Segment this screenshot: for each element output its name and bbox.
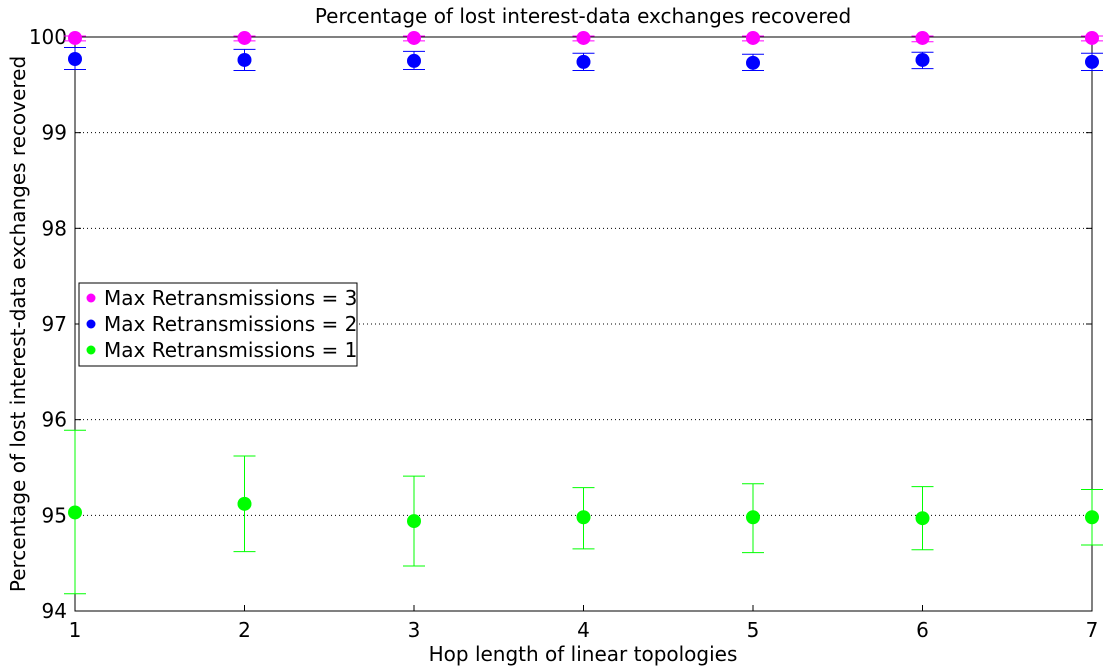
- y-tick-label-97: 97: [42, 312, 67, 336]
- data-point: [915, 52, 930, 67]
- legend-box: [78, 282, 358, 367]
- data-point: [915, 511, 930, 526]
- data-point: [407, 53, 421, 68]
- legend-marker-3: [86, 345, 96, 355]
- x-tick-label-5: 5: [747, 618, 760, 642]
- data-point: [407, 30, 421, 45]
- data-point: [237, 496, 252, 511]
- x-axis-label: Hop length of linear topologies: [429, 642, 738, 666]
- y-axis-label: Percentage of lost interest-data exchang…: [6, 56, 30, 592]
- series-1: [64, 30, 1103, 45]
- y-tick-label-96: 96: [42, 408, 67, 432]
- y-tick-label-94: 94: [42, 599, 67, 623]
- data-point: [237, 30, 252, 45]
- y-tick-label-98: 98: [42, 216, 67, 240]
- data-point: [1085, 54, 1099, 69]
- x-tick-label-4: 4: [577, 618, 590, 642]
- series-2: [64, 47, 1103, 71]
- y-tick-label-100: 100: [29, 25, 67, 49]
- series-layer: [64, 30, 1103, 595]
- data-point: [746, 55, 760, 70]
- data-point: [915, 30, 930, 45]
- legend-entry-3: Max Retransmissions = 1: [104, 338, 357, 362]
- legend-marker-1: [86, 293, 96, 303]
- data-point: [407, 514, 421, 529]
- data-point: [576, 54, 591, 69]
- legend-entry-2: Max Retransmissions = 2: [104, 312, 357, 336]
- series-3: [64, 429, 1103, 595]
- y-tick-label-99: 99: [42, 121, 67, 145]
- data-point: [576, 510, 591, 525]
- data-point: [746, 30, 760, 45]
- x-tick-label-1: 1: [69, 618, 82, 642]
- chart-title: Percentage of lost interest-data exchang…: [315, 4, 851, 28]
- data-point: [68, 52, 82, 67]
- data-point: [68, 30, 82, 45]
- data-point: [237, 52, 252, 67]
- legend-entry-1: Max Retransmissions = 3: [104, 286, 357, 310]
- legend-marker-2: [86, 319, 96, 329]
- data-point: [1085, 30, 1099, 45]
- data-point: [1085, 510, 1099, 525]
- y-axis: 94 95 96 97 98 99 100: [29, 25, 1092, 623]
- data-point: [746, 510, 760, 525]
- x-axis: 1 2 3 4 5 6 7: [69, 37, 1099, 642]
- x-tick-label-7: 7: [1086, 618, 1099, 642]
- y-tick-label-95: 95: [42, 503, 67, 527]
- data-point: [68, 505, 82, 520]
- x-tick-label-6: 6: [916, 618, 929, 642]
- data-point: [576, 30, 591, 45]
- x-tick-label-2: 2: [238, 618, 251, 642]
- x-tick-label-3: 3: [408, 618, 421, 642]
